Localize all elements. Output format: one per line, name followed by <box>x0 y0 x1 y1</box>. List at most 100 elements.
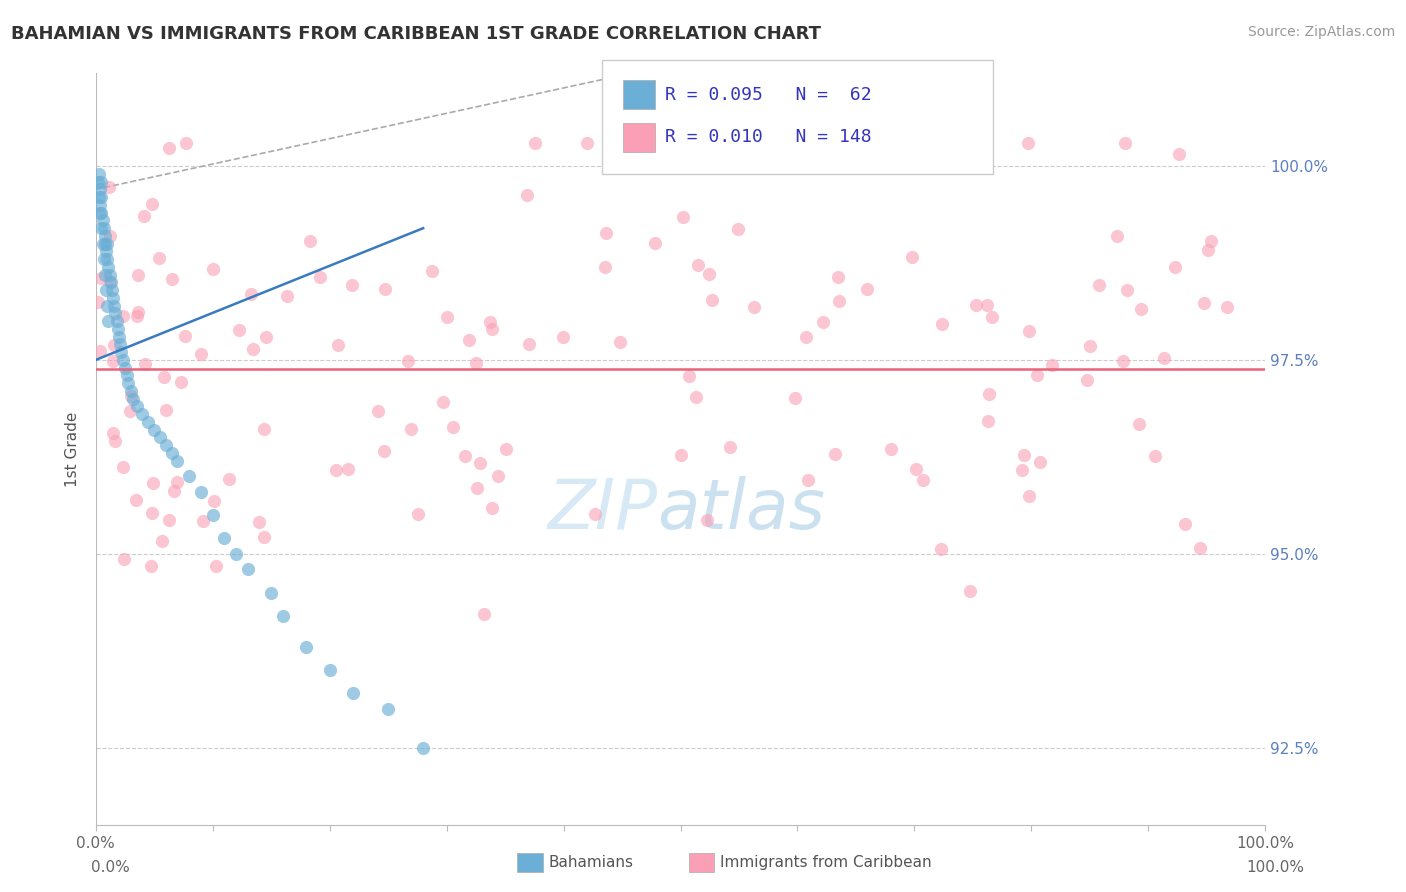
Point <box>96 236 118 251</box>
Point <box>976 298 998 312</box>
Point <box>112 552 135 566</box>
Point <box>89 205 111 219</box>
Point <box>337 462 360 476</box>
Point <box>912 473 935 487</box>
Point <box>669 448 692 462</box>
Point <box>595 226 617 240</box>
Point <box>472 607 495 621</box>
Point <box>127 268 149 282</box>
Point <box>1088 277 1111 292</box>
Point <box>678 369 700 384</box>
Point <box>91 213 114 227</box>
Point <box>103 338 125 352</box>
Point <box>120 384 142 398</box>
Point <box>672 210 695 224</box>
Point <box>149 430 172 444</box>
Point <box>309 270 332 285</box>
Point <box>239 286 262 301</box>
Point <box>141 506 163 520</box>
Point <box>1017 136 1039 150</box>
Point <box>136 415 159 429</box>
Point <box>609 334 631 349</box>
Point <box>1189 541 1212 556</box>
Point <box>160 272 183 286</box>
Point <box>436 310 458 325</box>
Point <box>406 507 429 521</box>
Point <box>412 740 434 755</box>
Point <box>139 558 162 573</box>
Point <box>785 391 807 405</box>
Point <box>1128 417 1150 432</box>
Point <box>117 376 139 391</box>
Point <box>132 209 155 223</box>
Point <box>298 234 321 248</box>
Point <box>276 289 298 303</box>
Point <box>86 295 108 310</box>
Point <box>523 136 546 150</box>
Point <box>98 228 121 243</box>
Point <box>1114 136 1136 150</box>
Text: R = 0.010   N = 148: R = 0.010 N = 148 <box>665 128 872 146</box>
Point <box>157 141 180 155</box>
Point <box>744 300 766 314</box>
Point <box>101 426 124 441</box>
Point <box>98 268 121 282</box>
Point <box>157 513 180 527</box>
Point <box>1040 358 1063 372</box>
Point <box>110 345 132 359</box>
Point <box>228 323 250 337</box>
Point <box>931 318 953 332</box>
Y-axis label: 1st Grade: 1st Grade <box>65 411 80 487</box>
Point <box>1018 324 1040 338</box>
Point <box>797 473 820 487</box>
Point <box>374 281 396 295</box>
Point <box>1174 517 1197 532</box>
Point <box>100 276 122 290</box>
Point <box>125 309 148 323</box>
Point <box>179 469 201 483</box>
Point <box>127 305 149 319</box>
Point <box>481 500 503 515</box>
Point <box>155 438 177 452</box>
Point <box>97 314 120 328</box>
Point <box>96 252 118 267</box>
Point <box>1144 450 1167 464</box>
Point <box>325 463 347 477</box>
Point <box>87 167 110 181</box>
Point <box>977 387 1000 401</box>
Point <box>517 337 540 351</box>
Point <box>134 357 156 371</box>
Point <box>118 404 141 418</box>
Point <box>399 422 422 436</box>
Point <box>668 136 690 150</box>
Point <box>1026 368 1049 383</box>
Point <box>90 221 112 235</box>
Point <box>727 222 749 236</box>
Point <box>813 315 835 329</box>
Text: Source: ZipAtlas.com: Source: ZipAtlas.com <box>1247 25 1395 39</box>
Point <box>162 484 184 499</box>
Text: ZIP: ZIP <box>547 475 657 542</box>
Point <box>367 404 389 418</box>
Point <box>1199 235 1222 249</box>
Point <box>190 347 212 361</box>
Point <box>89 182 111 196</box>
Point <box>794 330 817 344</box>
Point <box>155 403 177 417</box>
Text: atlas: atlas <box>657 475 825 542</box>
Point <box>488 469 510 483</box>
Point <box>478 315 501 329</box>
Point <box>718 440 741 454</box>
Point <box>122 392 145 406</box>
Point <box>295 640 318 654</box>
Point <box>575 136 598 150</box>
Point <box>1130 301 1153 316</box>
Point <box>93 221 115 235</box>
Point <box>90 190 112 204</box>
Point <box>1011 463 1033 477</box>
Point <box>965 298 987 312</box>
Point <box>396 354 419 368</box>
Point <box>94 283 117 297</box>
Point <box>166 454 188 468</box>
Point <box>905 462 928 476</box>
